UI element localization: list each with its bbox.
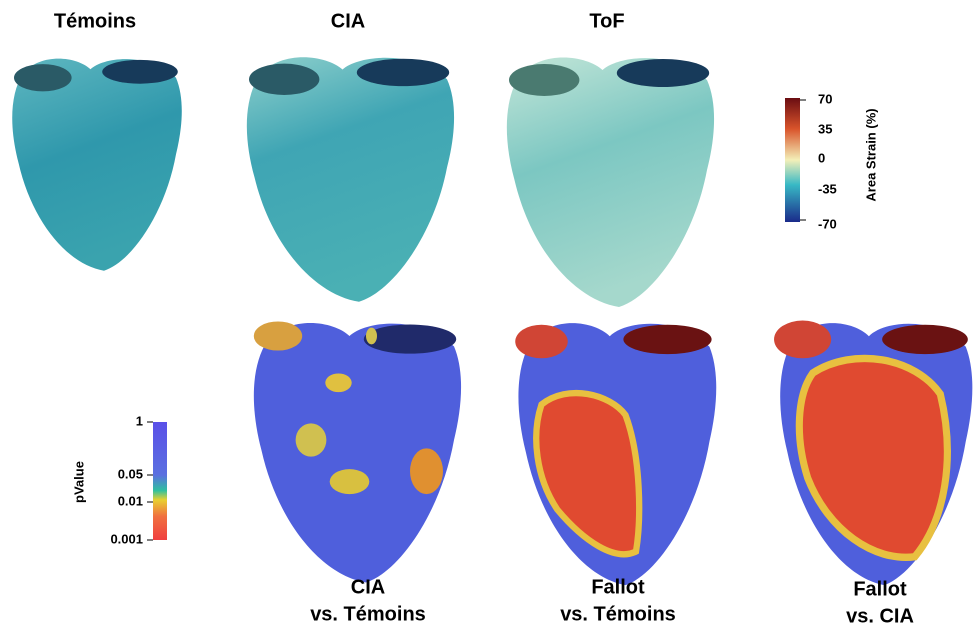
strain-label: Area Strain (%) <box>863 108 878 201</box>
caption: Fallot <box>853 578 907 600</box>
column-title: ToF <box>589 10 624 32</box>
strain-tick: 70 <box>818 91 832 106</box>
caption: Fallot <box>591 576 645 598</box>
heart-tof <box>506 57 715 307</box>
column-title: CIA <box>331 10 365 32</box>
heart-temoins <box>12 58 182 271</box>
caption: vs. Témoins <box>310 603 426 625</box>
pvalue-colorbar <box>153 422 167 540</box>
strain-tick: -70 <box>818 216 837 231</box>
pvalue-tick: 1 <box>136 413 143 428</box>
pvalue-label: pValue <box>71 461 86 503</box>
heart-fallot-vs-temoins <box>515 323 717 586</box>
strain-tick: 0 <box>818 150 825 165</box>
heart-cia-vs-temoins <box>253 321 462 583</box>
caption: CIA <box>351 576 385 598</box>
heart-fallot-vs-cia <box>774 320 973 586</box>
pvalue-tick: 0.01 <box>118 493 143 508</box>
strain-colorbar <box>785 98 800 222</box>
pvalue-tick: 0.05 <box>118 466 143 481</box>
heart-cia <box>246 57 455 302</box>
strain-tick: 35 <box>818 121 832 136</box>
pvalue-ticks <box>147 421 153 541</box>
strain-ticks <box>800 99 806 221</box>
pvalue-tick: 0.001 <box>110 531 143 546</box>
strain-tick: -35 <box>818 181 837 196</box>
caption: vs. CIA <box>846 605 914 627</box>
column-title: Témoins <box>54 10 136 32</box>
caption: vs. Témoins <box>560 603 676 625</box>
